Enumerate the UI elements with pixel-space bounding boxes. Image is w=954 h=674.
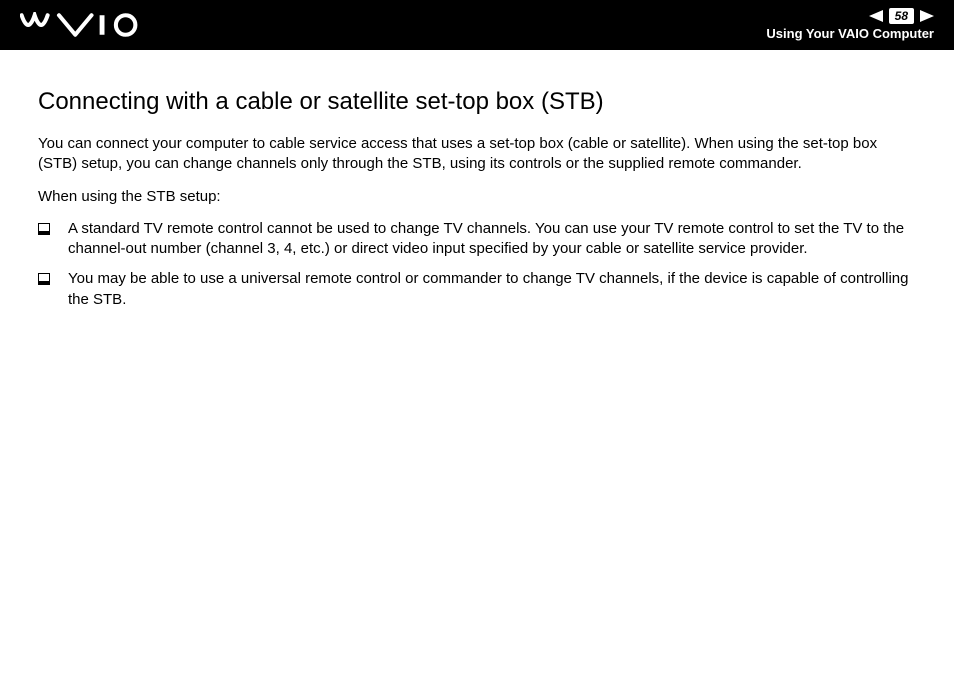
page-number: 58	[889, 8, 914, 24]
header-bar: 58 Using Your VAIO Computer	[0, 0, 954, 50]
header-right: 58 Using Your VAIO Computer	[766, 8, 934, 43]
intro-paragraph-2: When using the STB setup:	[38, 187, 920, 207]
list-item: You may be able to use a universal remot…	[38, 269, 920, 310]
page-nav: 58	[766, 8, 934, 24]
vaio-logo	[20, 12, 150, 38]
bullet-icon	[38, 223, 50, 235]
next-page-arrow-icon[interactable]	[920, 10, 934, 22]
page-heading: Connecting with a cable or satellite set…	[38, 88, 920, 116]
bullet-list: A standard TV remote control cannot be u…	[38, 219, 920, 310]
prev-page-arrow-icon[interactable]	[869, 10, 883, 22]
bullet-text: A standard TV remote control cannot be u…	[68, 219, 920, 260]
bullet-icon	[38, 273, 50, 285]
intro-paragraph-1: You can connect your computer to cable s…	[38, 134, 920, 175]
list-item: A standard TV remote control cannot be u…	[38, 219, 920, 260]
section-name: Using Your VAIO Computer	[766, 26, 934, 43]
page-content: Connecting with a cable or satellite set…	[0, 50, 954, 310]
bullet-text: You may be able to use a universal remot…	[68, 269, 920, 310]
